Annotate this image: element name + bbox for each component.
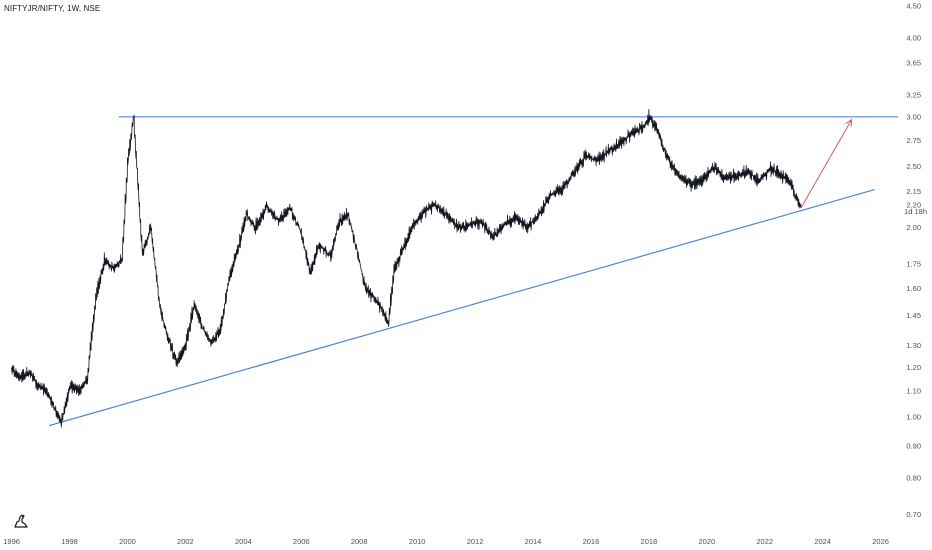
y-tick-label: 1.30 [906,341,921,350]
x-tick-label: 2000 [119,537,136,546]
x-tick-label: 2022 [756,537,773,546]
y-tick-label: 1.10 [906,387,921,396]
y-tick-label: 2.20 [906,201,921,210]
projection-arrowhead [845,118,853,127]
x-tick-label: 2018 [641,537,658,546]
x-tick-label: 2012 [467,537,484,546]
x-tick-label: 2002 [177,537,194,546]
tradingview-dino-icon[interactable] [12,512,30,530]
last-price-label: 2.15 [906,187,921,196]
y-tick-label: 1.45 [906,311,921,320]
y-tick-label: 0.80 [906,474,921,483]
y-tick-label: 1.20 [906,363,921,372]
y-tick-label: 2.75 [906,136,921,145]
x-tick-label: 2014 [525,537,542,546]
bar-countdown-label: 1d 18h [904,207,927,216]
x-tick-label: 2006 [293,537,310,546]
y-tick-label: 0.90 [906,442,921,451]
y-tick-label: 4.50 [906,2,921,11]
x-tick-label: 1998 [61,537,78,546]
y-tick-label: 2.00 [906,223,921,232]
time-axis: 1996 1998 2000 2002 2004 2006 2008 2010 2012 2014… [3,537,889,546]
y-tick-label: 2.50 [906,162,921,171]
x-tick-label: 2016 [583,537,600,546]
projection-arrow[interactable] [800,119,853,209]
y-tick-label: 4.00 [906,34,921,43]
y-tick-label: 3.00 [906,112,921,121]
x-tick-label: 2004 [235,537,252,546]
price-series-layer [11,108,802,428]
x-tick-label: 2020 [698,537,715,546]
y-tick-label: 0.70 [906,510,921,519]
x-tick-label: 2024 [814,537,831,546]
drawing-layer [49,116,898,427]
x-tick-label: 2008 [351,537,368,546]
price-axis: 0.70 0.80 0.90 1.00 1.10 1.20 1.30 1.45 1.60 1.75… [904,2,927,520]
y-tick-label: 1.00 [906,413,921,422]
x-tick-label: 2010 [409,537,426,546]
chart-symbol-title[interactable]: NIFTYJR/NIFTY, 1W, NSE [4,4,101,13]
x-tick-label: 2026 [872,537,889,546]
ascending-support-trendline[interactable] [49,188,875,427]
y-tick-label: 1.75 [906,260,921,269]
y-tick-label: 3.25 [906,90,921,99]
y-tick-label: 1.60 [906,284,921,293]
price-line[interactable] [11,108,802,428]
y-tick-label: 3.65 [906,59,921,68]
x-tick-label: 1996 [3,537,20,546]
